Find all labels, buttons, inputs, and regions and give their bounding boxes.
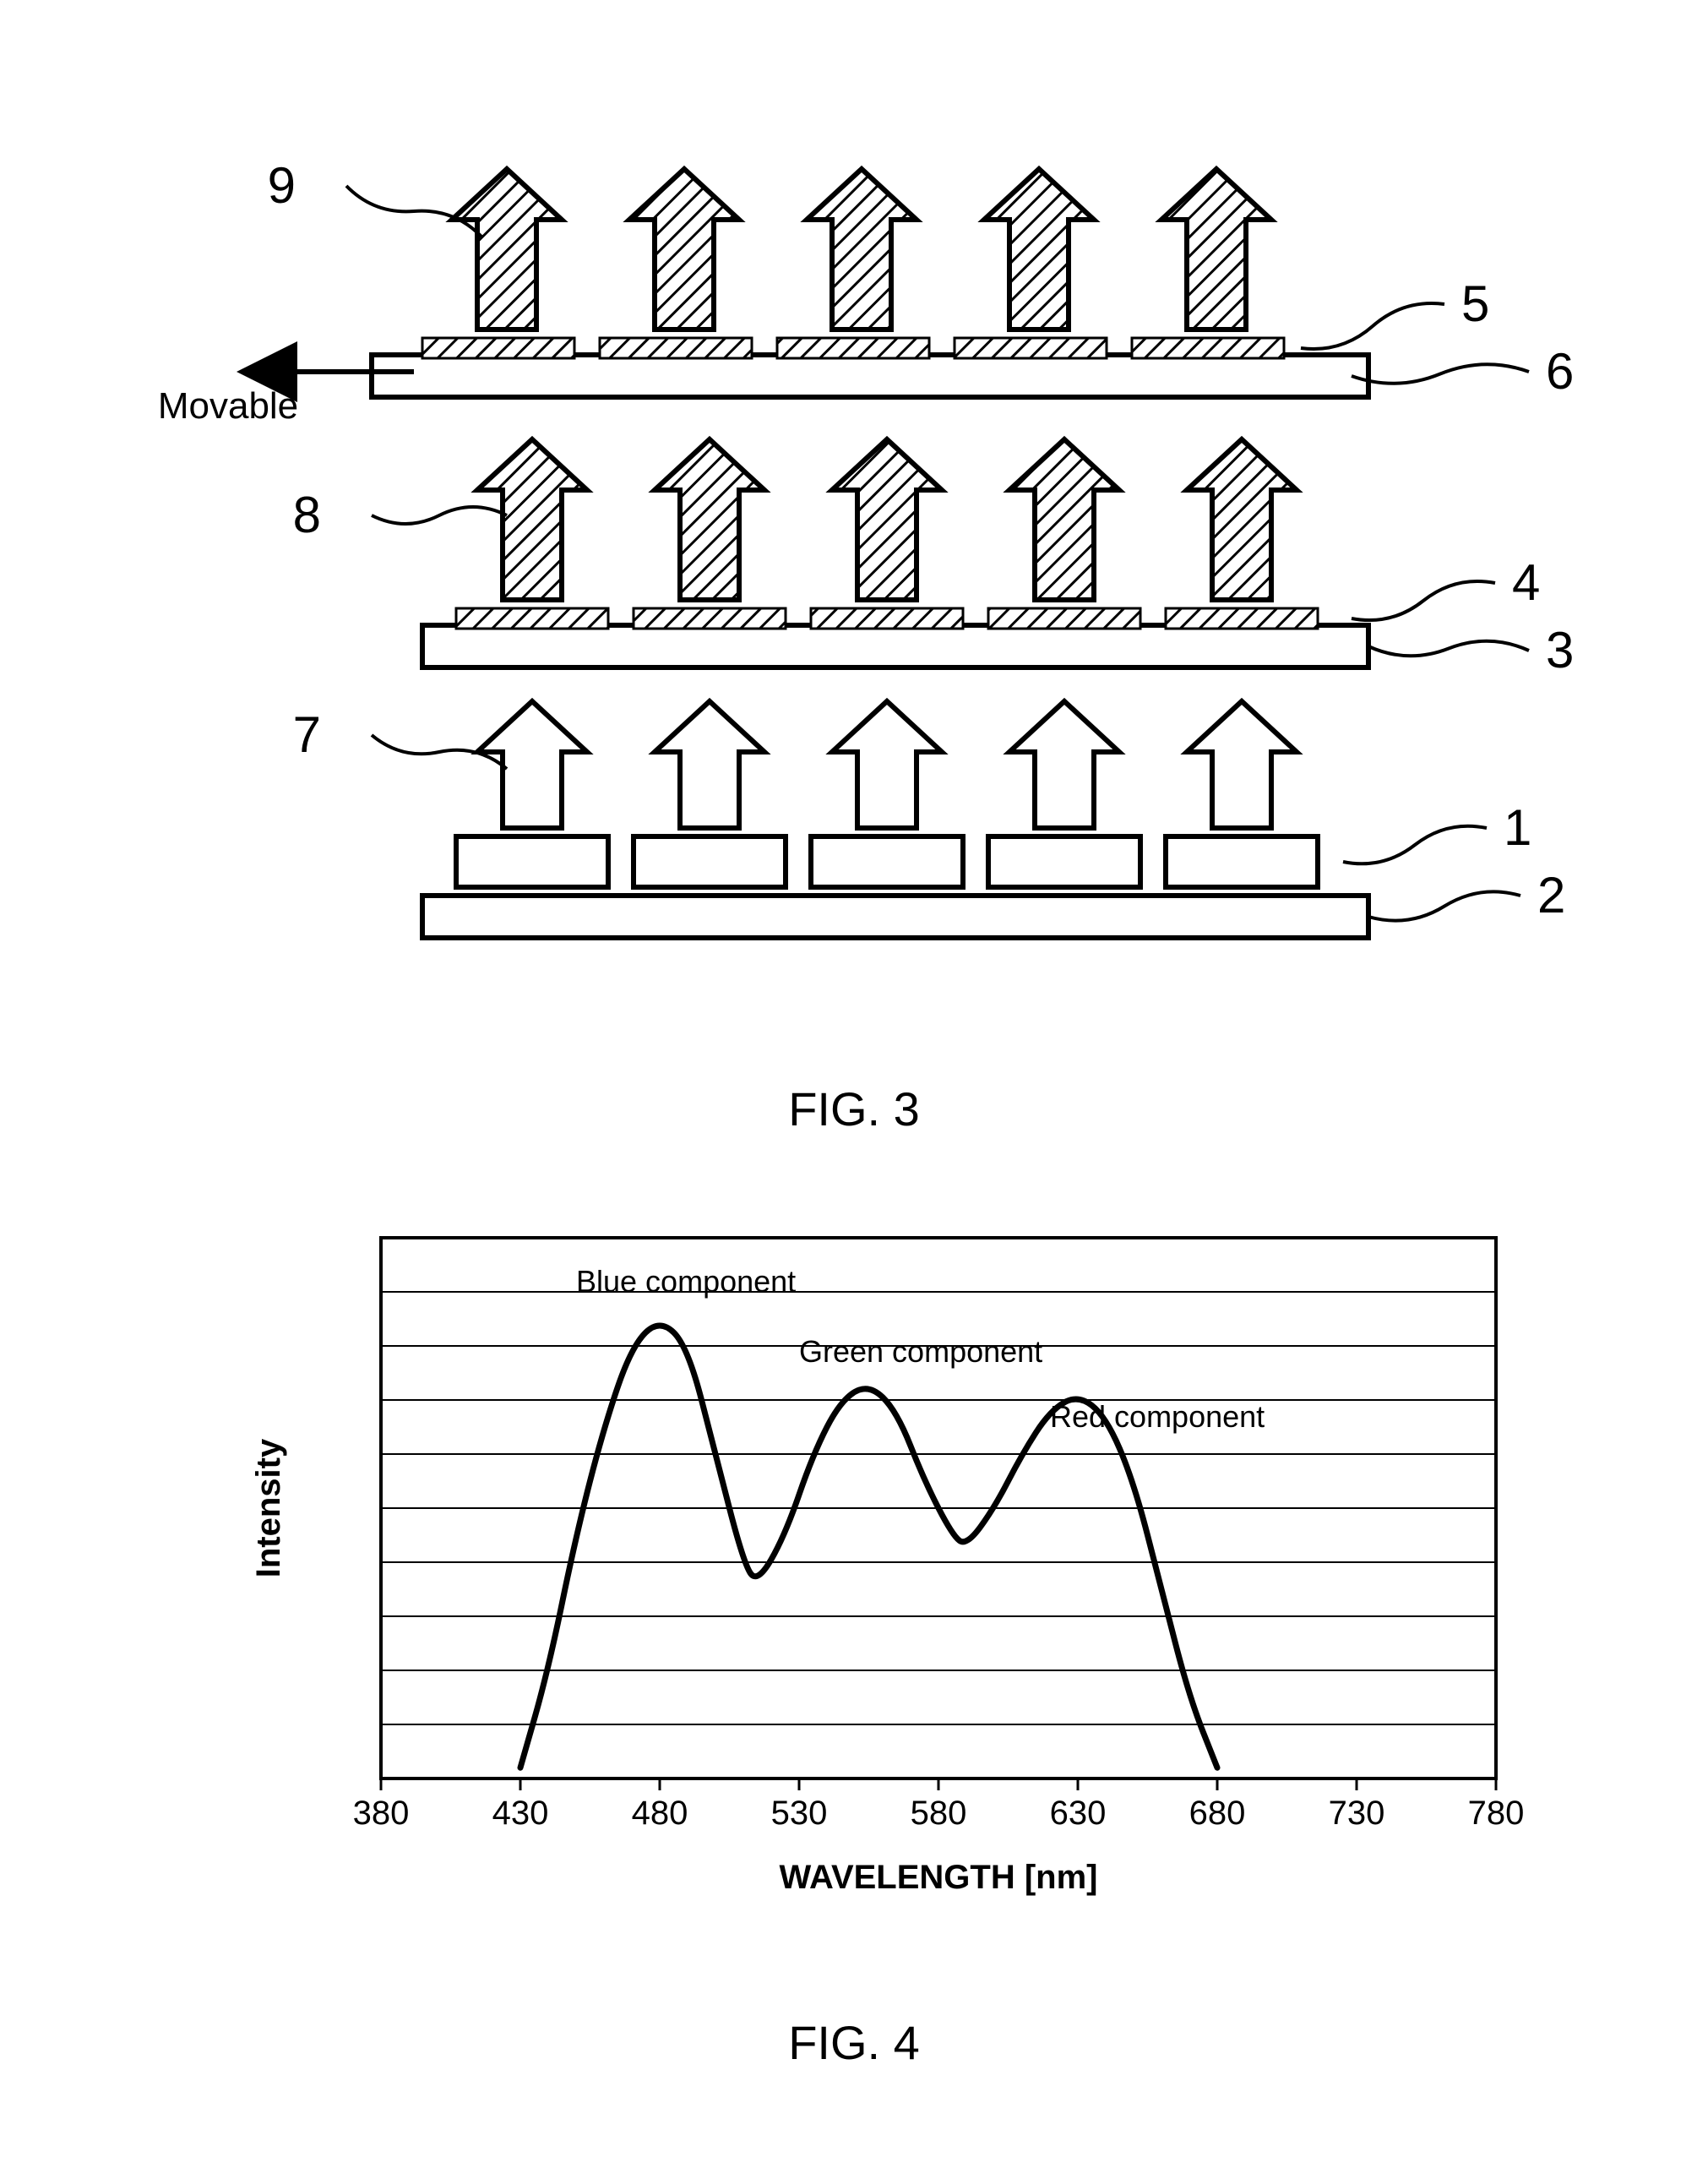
annotation: Red component xyxy=(1050,1399,1265,1434)
callout-6: 6 xyxy=(1546,343,1574,400)
callout-9: 9 xyxy=(268,157,296,214)
fig3-diagram: 12 7 43 8 56 9 Movable xyxy=(34,34,1674,1031)
movable-label: Movable xyxy=(158,385,298,427)
annotation: Green component xyxy=(799,1334,1042,1369)
svg-text:630: 630 xyxy=(1050,1795,1107,1832)
svg-text:680: 680 xyxy=(1189,1795,1246,1832)
fig4-caption: FIG. 4 xyxy=(34,2015,1674,2070)
fig3-caption: FIG. 3 xyxy=(34,1081,1674,1136)
svg-text:480: 480 xyxy=(632,1795,688,1832)
callout-7: 7 xyxy=(293,706,321,763)
callout-5: 5 xyxy=(1461,275,1489,332)
svg-text:580: 580 xyxy=(911,1795,967,1832)
callout-1: 1 xyxy=(1504,799,1531,856)
fig4-svg: 380 430 480 530 580 630 680 730 780 WAVELENGTH [n… xyxy=(178,1204,1530,1964)
fig4-chart: 380 430 480 530 580 630 680 730 780 WAVELENGTH [n… xyxy=(178,1204,1530,1964)
annotation: Blue component xyxy=(576,1264,796,1299)
svg-text:530: 530 xyxy=(771,1795,828,1832)
callout-4: 4 xyxy=(1512,554,1540,611)
y-axis-label: Intensity xyxy=(250,1438,287,1577)
callout-2: 2 xyxy=(1537,867,1565,923)
svg-text:380: 380 xyxy=(353,1795,410,1832)
x-axis-label: WAVELENGTH [nm] xyxy=(779,1859,1097,1896)
fig3-svg: 12 7 43 8 56 9 Movable xyxy=(34,34,1674,1031)
callout-3: 3 xyxy=(1546,622,1574,678)
callout-8: 8 xyxy=(293,487,321,543)
svg-text:730: 730 xyxy=(1329,1795,1385,1832)
svg-text:780: 780 xyxy=(1468,1795,1525,1832)
svg-text:430: 430 xyxy=(492,1795,549,1832)
